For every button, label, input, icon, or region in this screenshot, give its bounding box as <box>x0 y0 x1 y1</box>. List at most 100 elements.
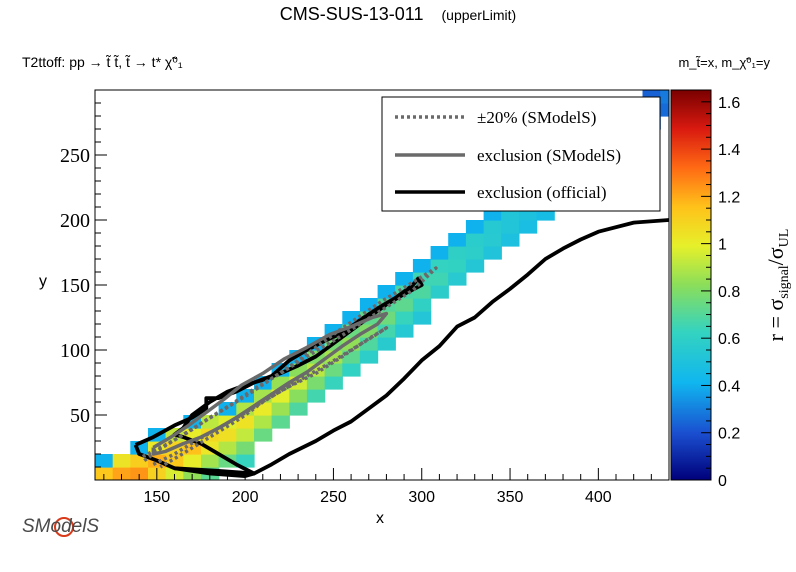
colorbar-ticks: 0 0.2 0.4 0.6 0.8 1 1.2 1.4 1.6 <box>701 95 740 490</box>
colorbar-tick-label: 0.8 <box>718 284 740 301</box>
heatmap-cell <box>430 285 449 299</box>
x-axis-label: x <box>376 510 384 527</box>
heatmap-cell <box>289 402 308 416</box>
colorbar-tick-label: 0 <box>718 473 727 490</box>
heatmap-cell <box>465 233 485 247</box>
colorbar-tick-label: 1.4 <box>718 142 740 159</box>
heatmap-cell <box>412 311 432 325</box>
colorbar: 0 0.2 0.4 0.6 0.8 1 1.2 1.4 1.6 r = σsignal/σUL <box>670 89 792 490</box>
contour-series-4 <box>152 326 389 469</box>
x-tick-label: 200 <box>232 489 259 506</box>
heatmap-cell <box>448 272 467 286</box>
smodels-logo: SModelS <box>22 516 99 537</box>
heatmap-cell <box>430 246 449 260</box>
heatmap-cell <box>236 402 255 416</box>
y-axis: 50 100 150 200 250 <box>60 102 107 468</box>
heatmap-cell <box>501 220 520 234</box>
heatmap-cell <box>395 311 414 325</box>
heatmap-cell <box>483 220 502 234</box>
heatmap-cell <box>236 428 255 442</box>
colorbar-tick-label: 0.4 <box>718 378 740 395</box>
logo-orbit <box>54 517 74 537</box>
heatmap-cell <box>412 259 432 273</box>
colorbar-tick-label: 1.2 <box>718 189 740 206</box>
heatmap-cell <box>465 246 485 260</box>
heatmap-cell <box>236 454 255 468</box>
heatmap-cell <box>306 389 326 403</box>
heatmap-cell <box>201 454 220 468</box>
colorbar-tick-label: 0.6 <box>718 331 740 348</box>
contour-series-1 <box>174 218 669 476</box>
heatmap-cell <box>430 259 449 273</box>
mass-label: m_t̃=x, m_χ̃⁰₁=y <box>678 55 770 70</box>
x-tick-label: 400 <box>585 489 612 506</box>
contour-series-2 <box>151 311 389 456</box>
heatmap-cell <box>395 272 414 286</box>
heatmap-cell <box>377 337 396 351</box>
y-tick-label: 100 <box>60 340 90 362</box>
heatmap-cell <box>112 454 131 468</box>
y-tick-label: 200 <box>60 210 90 232</box>
heatmap-cell <box>306 363 326 377</box>
colorbar-tick-label: 0.2 <box>718 426 740 443</box>
heatmap-cell <box>183 454 202 468</box>
heatmap-cell <box>271 415 290 429</box>
heatmap-cell <box>324 376 343 390</box>
heatmap-cell <box>236 441 255 455</box>
heatmap-cell <box>324 363 343 377</box>
legend-label-official: exclusion (official) <box>477 183 607 202</box>
heatmap-cell <box>289 389 308 403</box>
heatmap-cell <box>306 376 326 390</box>
heatmap-cell <box>218 428 237 442</box>
heatmap-cell <box>271 402 290 416</box>
process-label: T2ttoff: pp → t̃ t̃, t̃ → t* χ̃⁰₁ <box>22 54 183 70</box>
heatmap-cell <box>483 246 502 260</box>
logo-text: SModelS <box>22 516 99 537</box>
legend-label-dotted: ±20% (SModelS) <box>477 108 596 127</box>
heatmap-cell <box>112 467 131 480</box>
heatmap-cell <box>377 324 396 338</box>
x-tick-label: 350 <box>497 489 524 506</box>
x-tick-label: 150 <box>143 489 170 506</box>
heatmap-cell <box>501 233 520 247</box>
heatmap-cell <box>518 220 538 234</box>
heatmap-cell <box>95 467 114 480</box>
colorbar-tick-label: 1 <box>718 237 727 254</box>
legend: ±20% (SModelS) exclusion (SModelS) exclu… <box>381 96 661 212</box>
heatmap-cell <box>130 441 149 455</box>
contour-series-3 <box>141 266 438 464</box>
heatmap-cell <box>254 428 273 442</box>
colorbar-label: r = σsignal/σUL <box>763 229 792 342</box>
heatmap-cell <box>660 103 669 117</box>
heatmap-cell <box>130 467 149 480</box>
heatmap-cell <box>465 220 485 234</box>
heatmap-cell <box>483 233 502 247</box>
x-axis: 150 200 250 300 350 400 <box>103 468 670 506</box>
heatmap-cell <box>342 363 361 377</box>
y-axis-label: y <box>39 273 47 290</box>
y-tick-label: 250 <box>60 145 90 167</box>
heatmap-cell <box>377 285 396 299</box>
heatmap-cell <box>465 259 485 273</box>
colorbar-tick-label: 1.6 <box>718 95 740 112</box>
heatmap-cell <box>95 454 114 468</box>
heatmap-cell <box>448 259 467 273</box>
y-tick-label: 150 <box>60 275 90 297</box>
heatmap-cell <box>254 415 273 429</box>
heatmap-cell <box>430 272 449 286</box>
heatmap-cell <box>218 441 237 455</box>
colorbar-gradient <box>671 90 711 480</box>
heatmap-cell <box>660 90 669 104</box>
x-tick-label: 300 <box>408 489 435 506</box>
heatmap-cell <box>359 350 379 364</box>
y-tick-label: 50 <box>70 405 90 427</box>
contour-lines <box>133 218 669 478</box>
chart-title: CMS-SUS-13-011 (upperLimit) <box>280 4 516 24</box>
heatmap-cell <box>448 233 467 247</box>
heatmap-cell <box>448 246 467 260</box>
heatmap-cell <box>412 298 432 312</box>
colorbar-frame <box>670 89 712 481</box>
heatmap-cell <box>395 324 414 338</box>
legend-label-smodels: exclusion (SModelS) <box>477 146 621 165</box>
